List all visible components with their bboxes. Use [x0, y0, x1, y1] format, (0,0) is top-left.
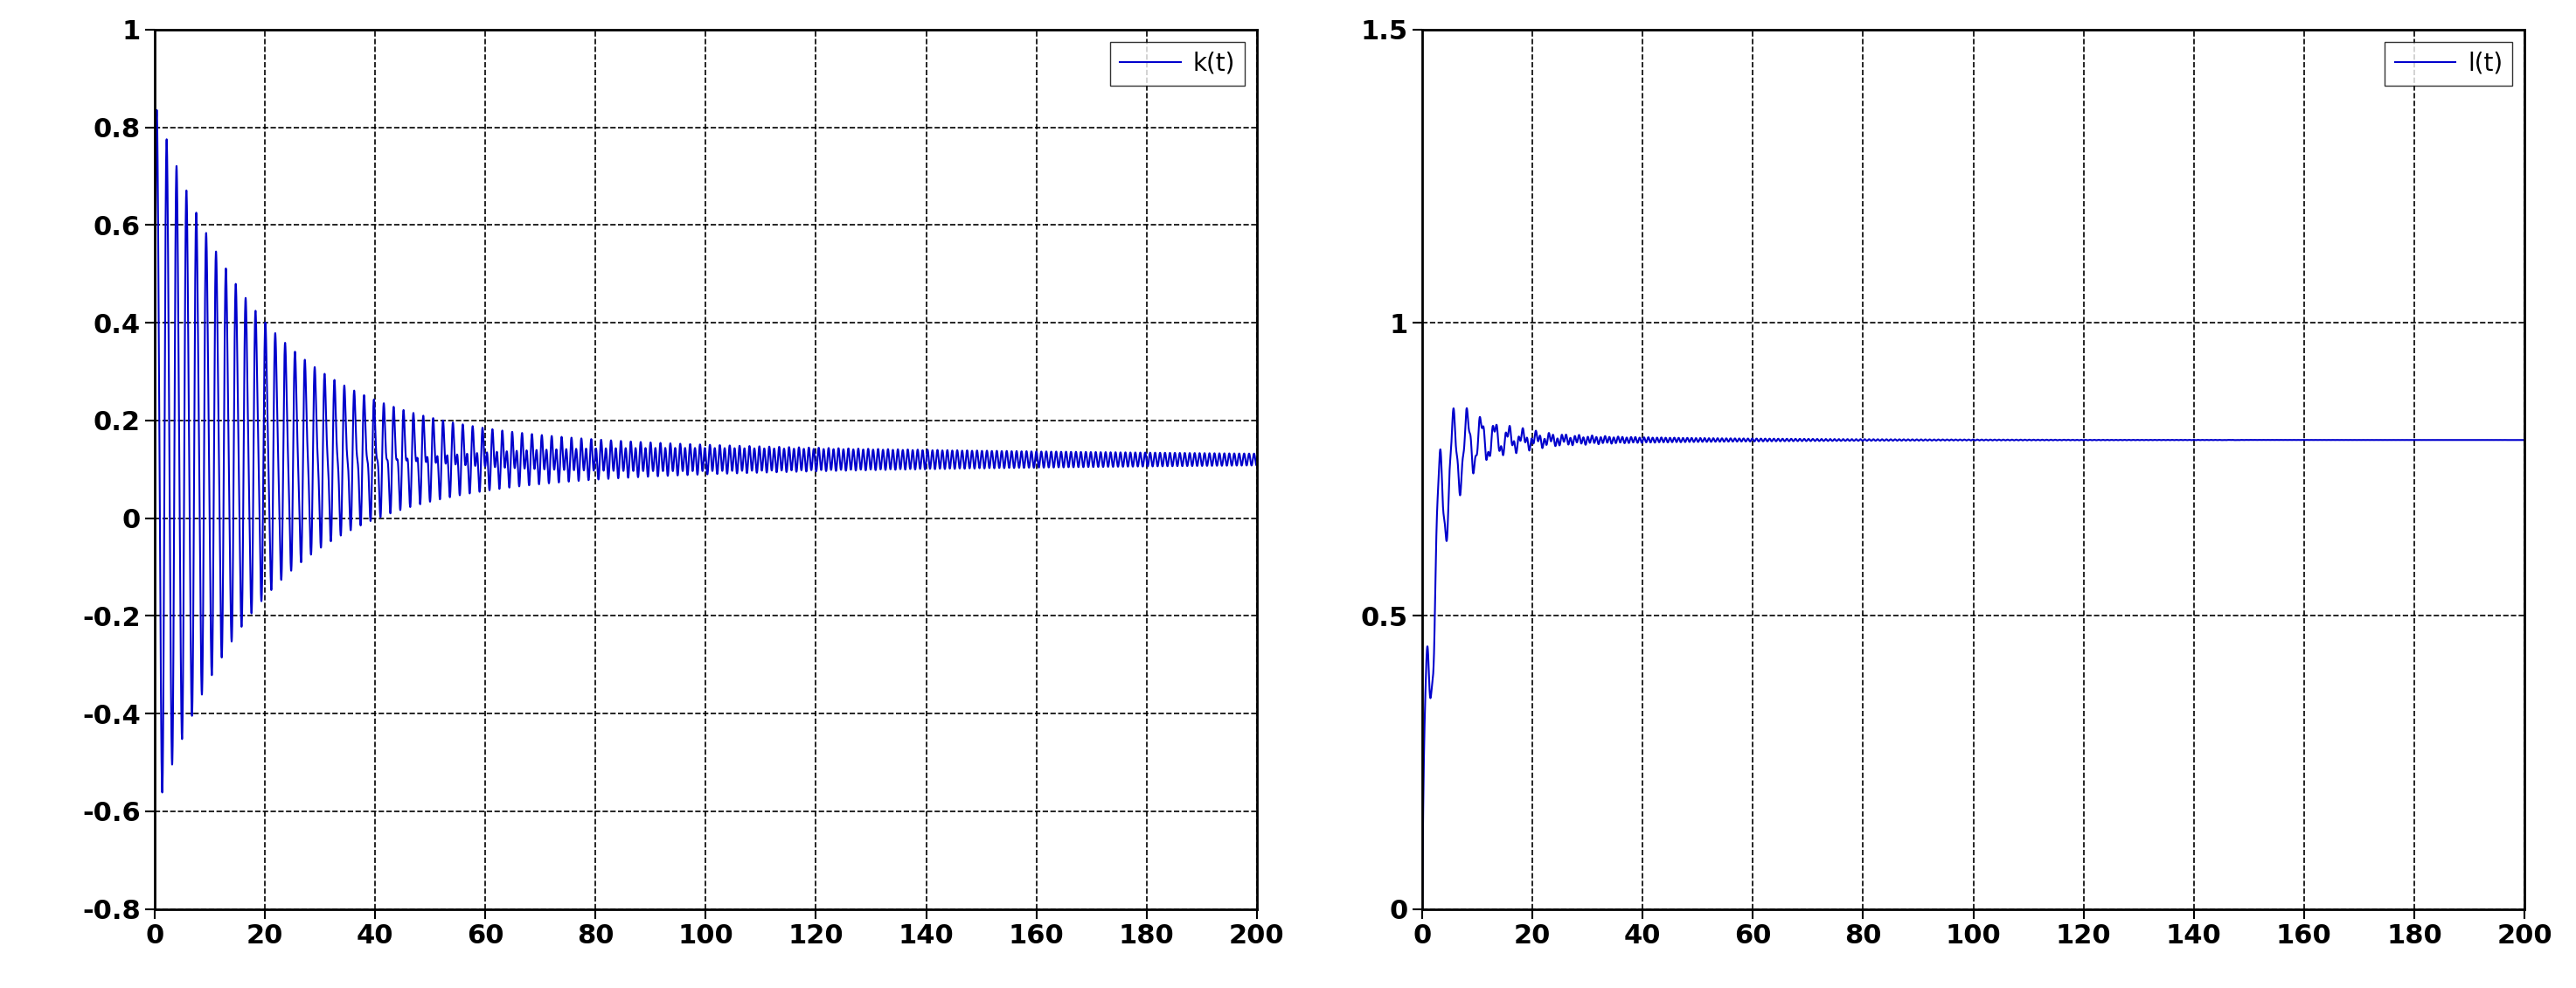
Legend: k(t): k(t)	[1110, 41, 1244, 86]
Legend: l(t): l(t)	[2385, 41, 2512, 86]
